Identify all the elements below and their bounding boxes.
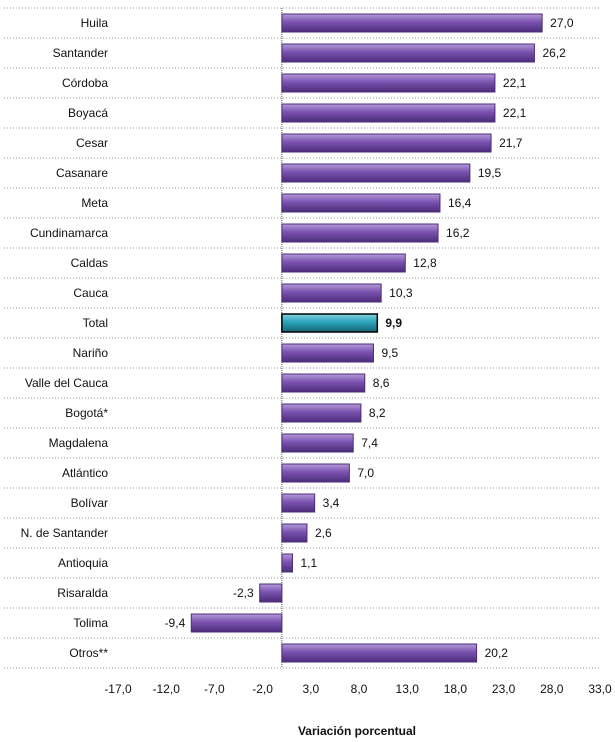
x-tick-label: 33,0 — [588, 682, 612, 696]
bar — [281, 403, 362, 423]
category-label: Casanare — [56, 166, 108, 180]
category-label: Otros** — [69, 646, 108, 660]
category-label: Antioquia — [58, 556, 108, 570]
bars-group — [190, 13, 543, 663]
value-label: 27,0 — [550, 16, 574, 30]
category-labels: Huila Santander Córdoba Boyacá Cesar Casanare… — [21, 16, 109, 660]
value-label: 26,2 — [542, 46, 566, 60]
value-label: 10,3 — [389, 286, 413, 300]
bar — [190, 613, 283, 633]
category-label: Bogotá* — [65, 406, 108, 420]
value-label: 20,2 — [485, 646, 509, 660]
value-label: 7,4 — [361, 436, 378, 450]
value-label: 12,8 — [413, 256, 437, 270]
category-label: Nariño — [73, 346, 109, 360]
value-label: 22,1 — [503, 106, 527, 120]
category-label: Cesar — [76, 136, 108, 150]
bar — [259, 583, 283, 603]
value-label: 8,2 — [369, 406, 386, 420]
bar — [281, 283, 382, 303]
category-label: Cundinamarca — [30, 226, 108, 240]
category-label: Bolívar — [71, 496, 108, 510]
category-label: Córdoba — [62, 76, 108, 90]
category-label: Atlántico — [62, 466, 108, 480]
x-tick-label: -17,0 — [104, 682, 132, 696]
x-tick-label: 18,0 — [444, 682, 468, 696]
category-label: Total — [83, 316, 108, 330]
bar — [281, 73, 496, 93]
value-label: 3,4 — [323, 496, 340, 510]
value-label: 1,1 — [300, 556, 317, 570]
x-tick-label: 3,0 — [302, 682, 319, 696]
bar — [281, 493, 316, 513]
value-label: 9,5 — [381, 346, 398, 360]
bar-highlight — [281, 313, 379, 333]
bar — [281, 43, 535, 63]
gridlines — [4, 7, 600, 669]
bar — [281, 643, 478, 663]
bar — [281, 463, 350, 483]
bar — [281, 343, 374, 363]
bar — [281, 523, 308, 543]
bar — [281, 373, 366, 393]
bar — [281, 223, 439, 243]
x-tick-label: 23,0 — [492, 682, 516, 696]
bar — [281, 253, 406, 273]
value-label: 8,6 — [373, 376, 390, 390]
value-label: 16,4 — [448, 196, 472, 210]
value-label: 7,0 — [357, 466, 374, 480]
value-label: 16,2 — [446, 226, 470, 240]
x-tick-label: -2,0 — [252, 682, 273, 696]
value-label: -9,4 — [165, 616, 186, 630]
category-label: Caldas — [71, 256, 108, 270]
category-label: Valle del Cauca — [25, 376, 108, 390]
category-label: Cauca — [73, 286, 108, 300]
x-tick-label: -12,0 — [153, 682, 181, 696]
category-label: Santander — [53, 46, 108, 60]
category-label: Huila — [81, 16, 109, 30]
bar — [281, 133, 492, 153]
bar — [281, 193, 441, 213]
category-label: Boyacá — [68, 106, 108, 120]
x-tick-label: 8,0 — [351, 682, 368, 696]
value-label: -2,3 — [233, 586, 254, 600]
bar — [281, 433, 354, 453]
x-tick-label: 13,0 — [396, 682, 420, 696]
category-label: Tolima — [73, 616, 108, 630]
value-labels: 27,0 26,2 22,1 22,1 21,7 19,5 16,4 16,2 12,8 10,3… — [165, 16, 574, 660]
category-label: N. de Santander — [21, 526, 108, 540]
category-label: Magdalena — [49, 436, 109, 450]
x-tick-label: -7,0 — [204, 682, 225, 696]
bar — [281, 163, 471, 183]
bar — [281, 553, 293, 573]
value-label: 19,5 — [478, 166, 502, 180]
category-label: Risaralda — [57, 586, 108, 600]
bar — [281, 13, 543, 33]
category-label: Meta — [81, 196, 108, 210]
bar — [281, 103, 496, 123]
x-tick-label: 28,0 — [540, 682, 564, 696]
value-label: 22,1 — [503, 76, 527, 90]
value-label: 9,9 — [385, 316, 402, 330]
x-axis-title: Variación porcentual — [298, 724, 416, 738]
x-tick-labels: -17,0 -12,0 -7,0 -2,0 3,0 8,0 13,0 18,0 23,0 28,0… — [104, 682, 612, 696]
value-label: 2,6 — [315, 526, 332, 540]
value-label: 21,7 — [499, 136, 523, 150]
